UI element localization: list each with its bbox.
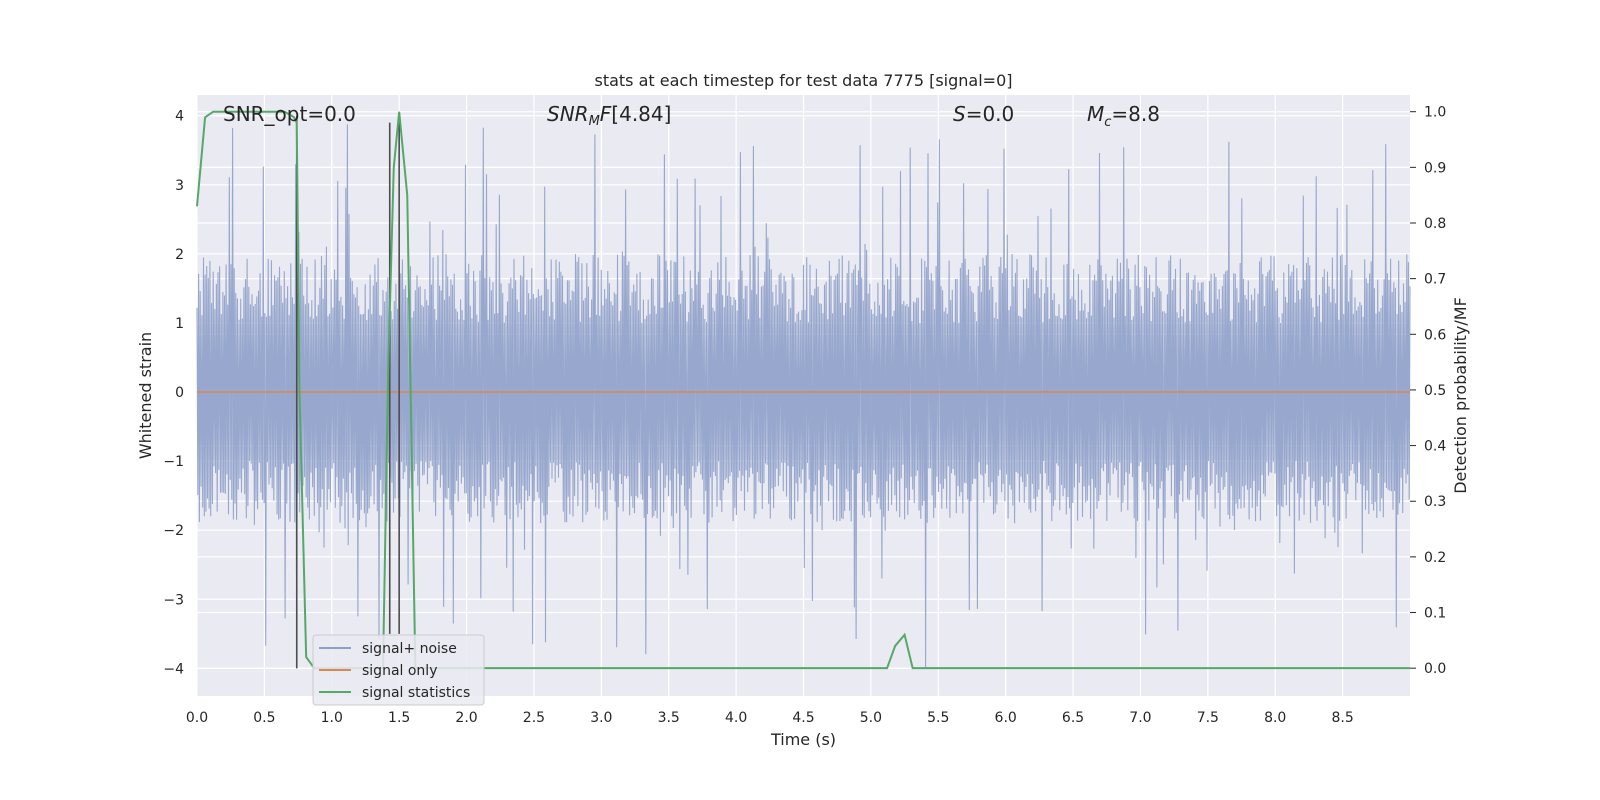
chart-title: stats at each timestep for test data 777… [594,71,1012,90]
x-tick-label-1-0: 1.0 [321,710,343,726]
y2-tick-label-0-6: 0.6 [1424,327,1446,343]
x-tick-label-2-0: 2.0 [455,710,477,726]
x-tick-label-5-5: 5.5 [927,710,949,726]
y2-tick-label-0-8: 0.8 [1424,216,1446,232]
annotation-mc-value: =8.8 [1111,102,1160,126]
y2-tick-label-0-2: 0.2 [1424,550,1446,566]
x-tick-label-6-0: 6.0 [995,710,1017,726]
x-axis-label: Time (s) [770,730,836,749]
legend: signal+ noise signal only signal statist… [312,634,485,706]
y2-tick-label-0-0: 0.0 [1424,661,1446,677]
y-tick-label-4: 4 [175,109,184,125]
legend-label-signal-plus-noise: signal+ noise [362,641,457,657]
y-tick-label-minus3: −3 [163,592,184,608]
y-axis-ticks: 4 3 2 1 0 −1 −2 −3 −4 [163,109,184,678]
y2-tick-label-0-4: 0.4 [1424,439,1446,455]
annotation-snr-opt: SNR_opt=0.0 [223,102,356,126]
y2-axis-label: Detection probability/MF [1451,297,1470,494]
y2-axis-ticks: 1.0 0.9 0.8 0.7 0.6 0.5 0.4 0.3 0.2 0.1 0.0 [1410,105,1446,677]
y-axis-label: Whitened strain [136,332,155,459]
y-tick-label-2: 2 [175,247,184,263]
y2-tick-label-0-3: 0.3 [1424,494,1446,510]
legend-label-signal-statistics: signal statistics [362,685,470,701]
x-tick-label-4-0: 4.0 [725,710,747,726]
annotation-snr-mf-value: [4.84] [611,102,671,126]
x-tick-label-3-0: 3.0 [590,710,612,726]
x-tick-label-2-5: 2.5 [523,710,545,726]
y-tick-label-minus2: −2 [163,523,184,539]
y-tick-label-3: 3 [175,178,184,194]
x-tick-label-5-0: 5.0 [860,710,882,726]
y2-tick-label-0-7: 0.7 [1424,272,1446,288]
x-tick-label-8-5: 8.5 [1331,710,1353,726]
y2-tick-label-0-9: 0.9 [1424,160,1446,176]
y-tick-label-minus4: −4 [163,661,184,677]
x-tick-label-8-0: 8.0 [1264,710,1286,726]
annotation-s: S=0.0 [953,102,1014,126]
y2-tick-label-0-1: 0.1 [1424,606,1446,622]
x-tick-label-7-5: 7.5 [1197,710,1219,726]
x-tick-label-0-5: 0.5 [253,710,275,726]
x-tick-label-0-0: 0.0 [186,710,208,726]
annotation-snr-mf: SNRMF[4.84] [547,102,671,129]
y2-tick-label-1-0: 1.0 [1424,105,1446,121]
annotation-mc: Mc=8.8 [1087,102,1160,130]
legend-box [312,634,485,706]
x-tick-label-4-5: 4.5 [792,710,814,726]
y-tick-label-0: 0 [175,385,184,401]
x-axis-ticks: 0.0 0.5 1.0 1.5 2.0 2.5 3.0 3.5 4.0 4.5 5.0 5.5 6.0 6… [186,710,1354,726]
x-tick-label-3-5: 3.5 [658,710,680,726]
y2-tick-label-0-5: 0.5 [1424,383,1446,399]
x-tick-label-7-0: 7.0 [1129,710,1151,726]
legend-label-signal-only: signal only [362,663,437,679]
x-tick-label-6-5: 6.5 [1062,710,1084,726]
y-tick-label-minus1: −1 [163,454,184,470]
annotation-s-value: =0.0 [966,102,1015,126]
y-tick-label-1: 1 [175,316,184,332]
x-tick-label-1-5: 1.5 [388,710,410,726]
